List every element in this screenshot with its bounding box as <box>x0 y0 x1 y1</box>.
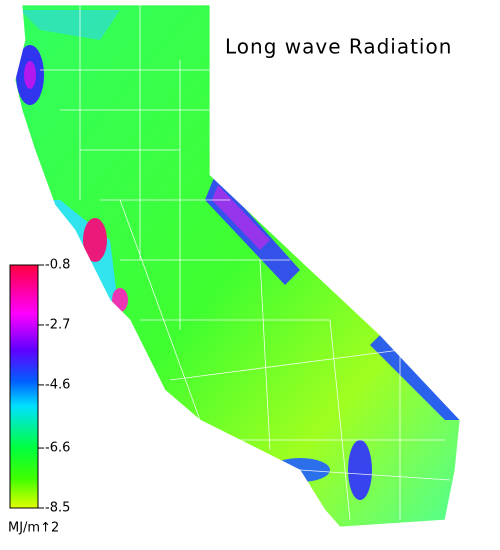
colorbar-tick-label: -6.6 <box>45 441 70 456</box>
colorbar-unit: MJ/m↑2 <box>8 521 59 536</box>
colorbar-tick-label: -2.7 <box>45 317 70 332</box>
colorbar-tick-label: -0.8 <box>45 258 70 273</box>
colorbar-tick-label: -4.6 <box>45 377 70 392</box>
colorbar <box>9 264 39 509</box>
california-map <box>14 4 461 528</box>
colorbar-tick-label: -8.5 <box>45 501 70 516</box>
map-title: Long wave Radiation <box>225 35 452 59</box>
